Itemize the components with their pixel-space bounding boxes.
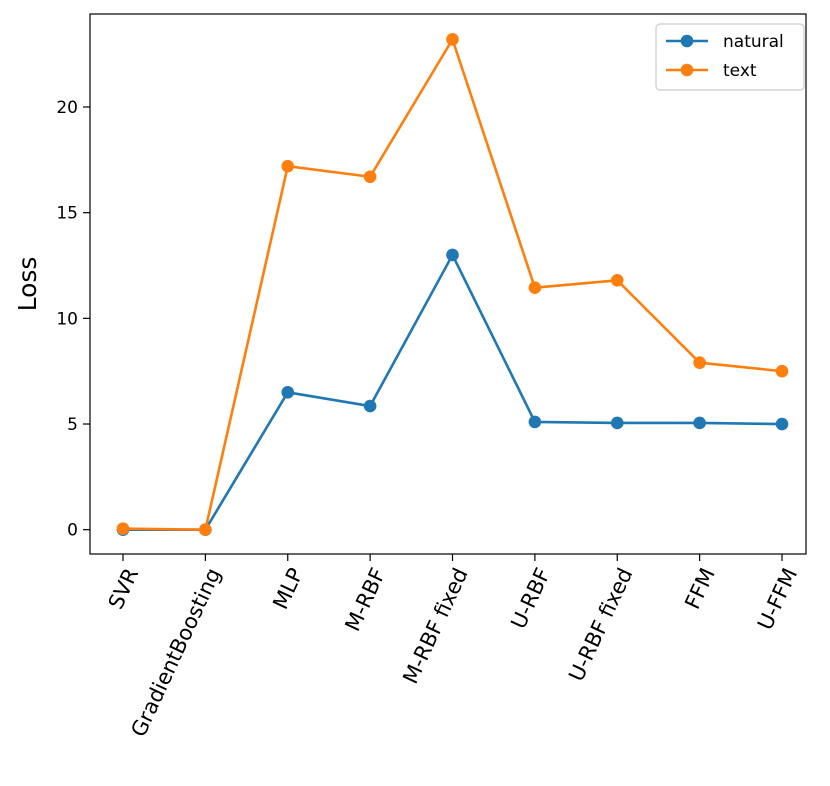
data-point-text-svr [116,522,130,535]
x-tick-label: MLP [268,564,308,613]
plot-area [116,33,789,536]
y-tick-label: 20 [56,98,78,118]
data-point-natural-u-rbf [528,415,542,429]
data-point-text-u-ffm [775,364,789,378]
y-tick-label: 15 [56,204,78,224]
series-line-natural [121,253,784,531]
x-tick-label: GradientBoosting [126,564,225,740]
x-tick-label: U-RBF [506,564,555,632]
x-tick-label: M-RBF fixed [398,564,472,687]
series-line-text [121,38,784,531]
data-point-text-ffm [693,356,706,370]
data-point-natural-u-rbf-fixed [610,416,624,430]
data-point-text-gradientboosting [199,523,212,536]
data-point-text-m-rbf-fixed [446,33,459,46]
x-tick-label: SVR [104,564,144,612]
y-axis-title: Loss [13,257,42,312]
y-tick-label: 5 [67,415,78,435]
data-point-text-u-rbf [528,281,542,295]
data-point-natural-mlp [281,386,295,399]
legend-label-text: text [723,61,757,81]
legend-marker-text [680,63,694,77]
data-point-natural-m-rbf-fixed [446,248,459,262]
x-tick-label: U-FFM [753,564,802,633]
y-tick-label: 0 [67,521,78,541]
x-tick-label: FFM [680,564,720,612]
x-tick-label: M-RBF [340,564,390,635]
legend-label-natural: natural [723,32,784,52]
data-point-text-u-rbf-fixed [610,274,624,287]
data-point-text-mlp [281,159,295,173]
legend-marker-natural [680,34,694,48]
x-tick-label: U-RBF fixed [564,564,637,685]
y-tick-label: 10 [56,309,78,329]
legend: natural text [655,23,805,91]
axes-frame [89,13,807,555]
data-point-natural-m-rbf [363,399,377,413]
data-point-natural-ffm [693,416,706,430]
data-point-text-m-rbf [363,170,377,184]
data-point-natural-u-ffm [775,417,789,431]
